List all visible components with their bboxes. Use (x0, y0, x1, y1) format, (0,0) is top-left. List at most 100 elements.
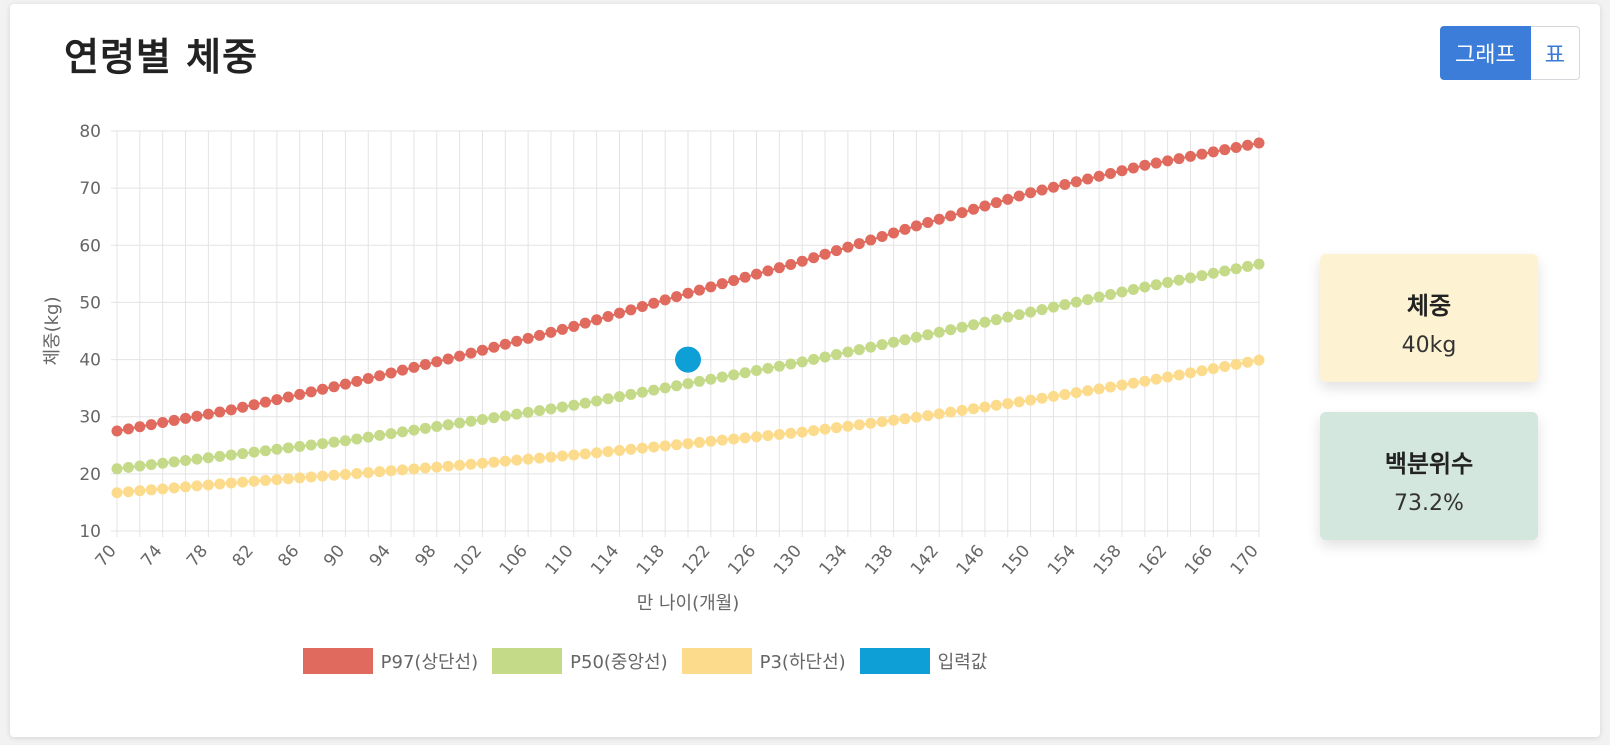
point-p50[interactable] (659, 382, 671, 394)
point-p3[interactable] (728, 433, 740, 445)
point-p3[interactable] (693, 436, 705, 448)
point-p50[interactable] (442, 419, 454, 431)
point-p3[interactable] (1002, 398, 1014, 410)
point-p97[interactable] (1013, 190, 1025, 202)
point-p3[interactable] (636, 442, 648, 454)
point-p97[interactable] (1127, 162, 1139, 174)
point-p3[interactable] (465, 458, 477, 470)
point-p50[interactable] (568, 399, 580, 411)
point-p3[interactable] (751, 431, 763, 443)
point-p50[interactable] (1196, 270, 1208, 282)
point-p3[interactable] (808, 425, 820, 437)
point-p50[interactable] (317, 438, 329, 450)
point-p3[interactable] (933, 408, 945, 420)
point-p3[interactable] (180, 481, 192, 493)
point-p97[interactable] (522, 332, 534, 344)
point-p50[interactable] (1242, 260, 1254, 272)
point-p97[interactable] (1253, 137, 1265, 149)
point-p97[interactable] (956, 207, 968, 219)
point-p50[interactable] (602, 393, 614, 405)
point-p3[interactable] (922, 410, 934, 422)
point-p3[interactable] (716, 434, 728, 446)
point-p50[interactable] (168, 456, 180, 468)
point-p3[interactable] (876, 416, 888, 428)
point-p3[interactable] (945, 406, 957, 418)
point-p50[interactable] (1184, 272, 1196, 284)
point-p3[interactable] (968, 403, 979, 415)
point-p97[interactable] (259, 396, 271, 408)
point-p97[interactable] (145, 419, 157, 431)
point-p97[interactable] (922, 217, 934, 229)
point-p50[interactable] (237, 448, 249, 460)
point-p3[interactable] (534, 452, 546, 464)
point-p3[interactable] (202, 479, 214, 491)
point-p50[interactable] (1150, 279, 1162, 291)
point-p50[interactable] (979, 316, 991, 328)
point-p50[interactable] (111, 463, 123, 475)
point-p97[interactable] (282, 391, 294, 403)
point-p3[interactable] (397, 464, 408, 476)
point-p97[interactable] (602, 310, 614, 322)
point-p97[interactable] (122, 423, 134, 435)
point-p97[interactable] (751, 268, 763, 280)
point-p97[interactable] (1230, 141, 1242, 153)
point-p50[interactable] (682, 378, 694, 390)
point-p50[interactable] (1127, 284, 1139, 296)
point-p50[interactable] (1139, 281, 1151, 293)
point-p3[interactable] (1082, 385, 1094, 397)
point-p50[interactable] (876, 339, 888, 351)
point-p3[interactable] (979, 401, 991, 413)
point-p50[interactable] (1173, 274, 1185, 286)
point-p50[interactable] (465, 415, 477, 427)
point-p3[interactable] (476, 457, 488, 469)
point-p3[interactable] (1059, 388, 1071, 400)
point-p50[interactable] (476, 413, 488, 425)
point-p97[interactable] (419, 359, 431, 371)
point-p97[interactable] (1059, 178, 1071, 190)
point-p50[interactable] (259, 445, 271, 457)
point-p50[interactable] (716, 371, 728, 383)
point-p97[interactable] (397, 364, 408, 376)
point-p50[interactable] (773, 360, 785, 372)
point-p97[interactable] (1150, 157, 1162, 169)
point-p50[interactable] (933, 326, 945, 338)
point-p3[interactable] (111, 487, 123, 499)
point-p97[interactable] (990, 197, 1002, 209)
point-p3[interactable] (1230, 358, 1242, 370)
point-p97[interactable] (271, 394, 283, 406)
point-p3[interactable] (899, 413, 911, 425)
point-p3[interactable] (1196, 365, 1208, 377)
point-p97[interactable] (830, 245, 842, 257)
point-p97[interactable] (545, 326, 557, 338)
point-p50[interactable] (830, 348, 842, 360)
point-p50[interactable] (591, 395, 603, 407)
point-p97[interactable] (1162, 155, 1174, 167)
point-p97[interactable] (442, 353, 454, 365)
point-p50[interactable] (248, 446, 260, 458)
point-p97[interactable] (579, 317, 591, 329)
point-p50[interactable] (339, 435, 351, 447)
point-p3[interactable] (842, 420, 854, 432)
point-p50[interactable] (728, 369, 740, 381)
point-p3[interactable] (1173, 369, 1185, 381)
point-p3[interactable] (362, 467, 374, 479)
point-p50[interactable] (1070, 296, 1082, 308)
point-p3[interactable] (659, 440, 671, 452)
point-p97[interactable] (659, 294, 671, 306)
point-p50[interactable] (271, 443, 283, 455)
point-p97[interactable] (225, 404, 237, 416)
point-p97[interactable] (716, 278, 728, 290)
point-p3[interactable] (317, 470, 329, 482)
point-p97[interactable] (157, 417, 169, 429)
point-p3[interactable] (408, 463, 420, 475)
point-p3[interactable] (1093, 383, 1105, 395)
point-p50[interactable] (305, 439, 317, 451)
point-p3[interactable] (248, 475, 260, 487)
point-p3[interactable] (294, 472, 306, 484)
point-p3[interactable] (488, 456, 500, 468)
point-p97[interactable] (374, 370, 386, 382)
point-p3[interactable] (271, 474, 283, 486)
point-p50[interactable] (499, 410, 511, 422)
point-p3[interactable] (990, 399, 1002, 411)
point-p50[interactable] (214, 450, 226, 462)
